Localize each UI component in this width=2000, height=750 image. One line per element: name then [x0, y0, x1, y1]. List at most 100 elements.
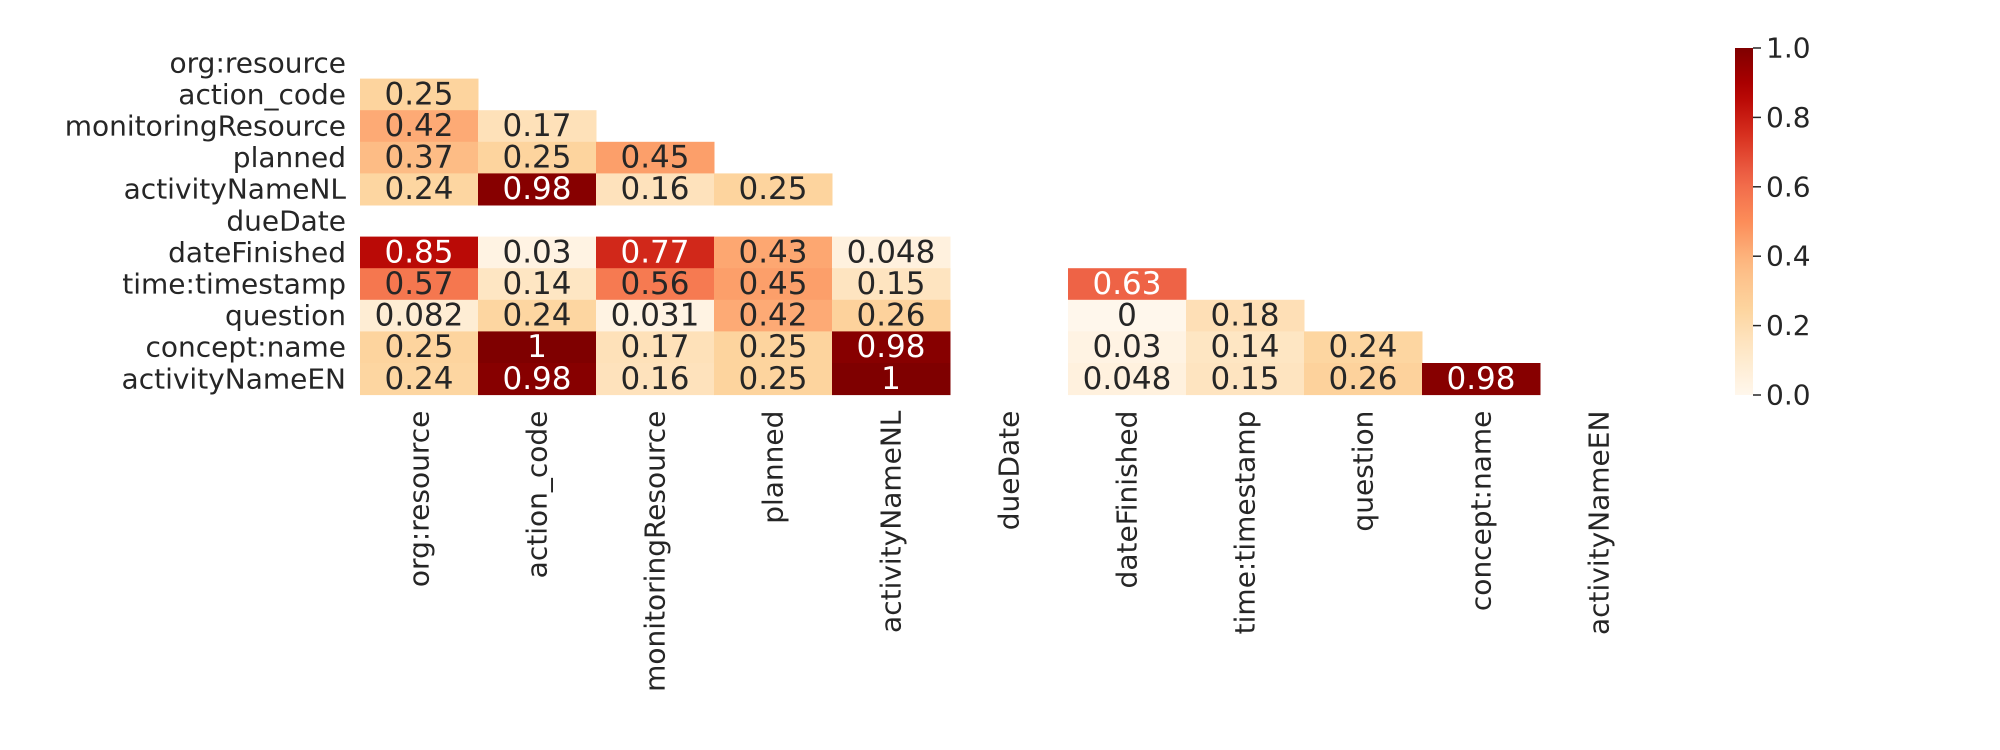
column-label-activitynamenl: activityNameNL: [875, 410, 908, 633]
cell-value-label: 0.048: [847, 234, 936, 270]
colorbar-tick-label: 0.0: [1766, 379, 1811, 412]
cell-value-label: 0.45: [620, 140, 689, 176]
cell-value-label: 0.25: [384, 76, 453, 112]
cell-value-label: 0.25: [502, 140, 571, 176]
heatmap-cell-activitynameen-concept-name: [1422, 363, 1541, 396]
cell-value-label: 0.26: [856, 298, 925, 334]
heatmap-cell-action-code-org-resource: [360, 78, 479, 111]
heatmap-cell-activitynamenl-monitoringresource: [596, 173, 715, 206]
heatmap-cell-datefinished-activitynamenl: [832, 236, 951, 269]
cell-value-label: 0.17: [502, 108, 571, 144]
heatmap-cell-question-org-resource: [360, 299, 479, 332]
cell-value-label: 0.26: [1328, 361, 1397, 397]
cell-value-label: 0.14: [1210, 329, 1279, 365]
column-label-activitynameen: activityNameEN: [1583, 411, 1616, 635]
heatmap-cell-planned-org-resource: [360, 141, 479, 174]
cell-value-label: 0.25: [738, 329, 807, 365]
cell-value-label: 0.98: [856, 329, 925, 365]
row-label-org-resource: org:resource: [170, 46, 346, 79]
heatmap-cell-time-timestamp-planned: [714, 268, 833, 301]
column-label-monitoringresource: monitoringResource: [639, 411, 672, 692]
cell-value-label: 0.17: [620, 329, 689, 365]
column-label-duedate: dueDate: [993, 411, 1026, 531]
heatmap-cell-question-monitoringresource: [596, 299, 715, 332]
cell-value-label: 0.57: [384, 266, 453, 302]
cell-value-label: 0.24: [1328, 329, 1397, 365]
row-labels: org:resourceaction_codemonitoringResourc…: [65, 46, 347, 395]
row-label-datefinished: dateFinished: [168, 236, 346, 269]
cell-value-label: 0.43: [738, 234, 807, 270]
column-label-org-resource: org:resource: [403, 411, 436, 587]
heatmap-cell-question-planned: [714, 299, 833, 332]
heatmap-cell-datefinished-org-resource: [360, 236, 479, 269]
cell-value-label: 0.24: [502, 298, 571, 334]
colorbar-tick-label: 1.0: [1766, 32, 1811, 65]
heatmap-cell-planned-monitoringresource: [596, 141, 715, 174]
heatmap-cell-question-activitynamenl: [832, 299, 951, 332]
cell-value-label: 0.42: [738, 298, 807, 334]
heatmap-cell-concept-name-question: [1304, 331, 1423, 364]
cell-value-label: 0.03: [502, 234, 571, 270]
heatmap-cell-concept-name-time-timestamp: [1186, 331, 1305, 364]
heatmap-cell-time-timestamp-monitoringresource: [596, 268, 715, 301]
heatmap-cell-activitynameen-org-resource: [360, 363, 479, 396]
heatmap-cell-concept-name-org-resource: [360, 331, 479, 364]
cell-value-label: 0.082: [375, 298, 464, 334]
heatmap-cell-activitynamenl-org-resource: [360, 173, 479, 206]
cell-value-label: 0.048: [1083, 361, 1172, 397]
colorbar: 0.0 0.2 0.4 0.6 0.8 1.0: [1735, 32, 1811, 412]
heatmap-cell-datefinished-action-code: [478, 236, 597, 269]
column-label-concept-name: concept:name: [1465, 411, 1498, 611]
cell-value-label: 0.16: [620, 361, 689, 397]
row-label-planned: planned: [233, 141, 346, 174]
row-label-activitynamenl: activityNameNL: [124, 173, 347, 206]
colorbar-tick-label: 0.6: [1766, 170, 1811, 203]
colorbar-tick-label: 0.4: [1766, 240, 1811, 273]
row-label-time-timestamp: time:timestamp: [122, 268, 346, 301]
cell-value-label: 0.77: [620, 234, 689, 270]
column-label-action-code: action_code: [521, 411, 554, 579]
heatmap-cell-time-timestamp-action-code: [478, 268, 597, 301]
heatmap-cell-monitoringresource-action-code: [478, 110, 597, 143]
heatmap-cell-activitynameen-action-code: [478, 363, 597, 396]
heatmap-cell-activitynamenl-planned: [714, 173, 833, 206]
heatmap-cells: 0.250.42 0.170.37 0.25 0.450.24 0.98 0.16 0.25…: [360, 76, 1541, 397]
cell-value-label: 0.14: [502, 266, 571, 302]
colorbar-tick-label: 0.2: [1766, 309, 1811, 342]
heatmap-cell-time-timestamp-activitynamenl: [832, 268, 951, 301]
column-label-question: question: [1347, 411, 1380, 532]
cell-value-label: 0.24: [384, 171, 453, 207]
cell-value-label: 0.42: [384, 108, 453, 144]
heatmap-cell-activitynameen-time-timestamp: [1186, 363, 1305, 396]
column-label-planned: planned: [757, 411, 790, 524]
heatmap-cell-question-action-code: [478, 299, 597, 332]
cell-value-label: 0.24: [384, 361, 453, 397]
cell-value-label: 0.85: [384, 234, 453, 270]
cell-value-label: 0.031: [611, 298, 700, 334]
heatmap-cell-activitynamenl-action-code: [478, 173, 597, 206]
column-label-datefinished: dateFinished: [1111, 411, 1144, 589]
heatmap-cell-time-timestamp-datefinished: [1068, 268, 1187, 301]
cell-value-label: 0.16: [620, 171, 689, 207]
heatmap-cell-activitynameen-activitynamenl: [832, 363, 951, 396]
cell-value-label: 0.45: [738, 266, 807, 302]
cell-value-label: 0.98: [502, 171, 571, 207]
heatmap-cell-concept-name-datefinished: [1068, 331, 1187, 364]
cell-value-label: 0.15: [1210, 361, 1279, 397]
heatmap-cell-activitynameen-planned: [714, 363, 833, 396]
column-labels: org:resource action_code monitoringResourc…: [403, 410, 1616, 692]
cell-value-label: 0.18: [1210, 298, 1279, 334]
cell-value-label: 0.98: [502, 361, 571, 397]
heatmap-cell-concept-name-planned: [714, 331, 833, 364]
heatmap-cell-time-timestamp-org-resource: [360, 268, 479, 301]
heatmap-cell-concept-name-action-code: [478, 331, 597, 364]
heatmap-cell-planned-action-code: [478, 141, 597, 174]
heatmap-cell-activitynameen-datefinished: [1068, 363, 1187, 396]
row-label-duedate: dueDate: [226, 204, 346, 237]
heatmap-cell-concept-name-monitoringresource: [596, 331, 715, 364]
heatmap-cell-question-datefinished: [1068, 299, 1187, 332]
column-label-time-timestamp: time:timestamp: [1229, 411, 1262, 635]
heatmap-cell-monitoringresource-org-resource: [360, 110, 479, 143]
cell-value-label: 0.56: [620, 266, 689, 302]
